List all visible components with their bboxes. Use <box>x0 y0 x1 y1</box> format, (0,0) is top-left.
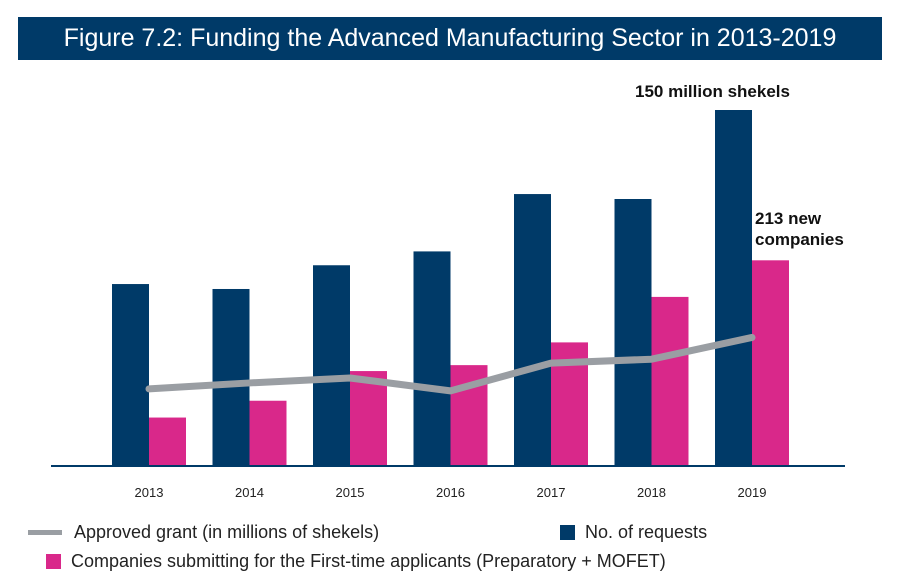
annotation-grant-2019: 150 million shekels <box>635 82 790 101</box>
x-tick-label-2013: 2013 <box>135 485 164 500</box>
bar-companies-2014 <box>249 400 287 466</box>
bar-companies-2019 <box>752 260 789 466</box>
legend-label-grant: Approved grant (in millions of shekels) <box>74 522 380 542</box>
legend-label-requests: No. of requests <box>585 522 708 542</box>
bar-companies-2013 <box>149 417 186 466</box>
legend-item-requests: No. of requests <box>560 522 707 543</box>
legend-swatch-grant <box>28 530 62 535</box>
bar-requests-2019 <box>715 110 752 466</box>
bar-companies-2018 <box>651 296 689 466</box>
line-point-grant-2018 <box>651 358 652 360</box>
legend-row-1: Approved grant (in millions of shekels) … <box>28 522 707 543</box>
legend-swatch-requests <box>560 525 575 540</box>
bar-requests-2018 <box>614 199 652 466</box>
bar-requests-2015 <box>313 265 350 466</box>
x-tick-labels: 2013 2014 2015 2016 2017 2018 2019 <box>135 485 767 500</box>
legend-item-grant: Approved grant (in millions of shekels) <box>28 522 560 543</box>
chart-title-bar: Figure 7.2: Funding the Advanced Manufac… <box>18 17 882 60</box>
bars-layer <box>112 110 789 467</box>
bar-requests-2016 <box>413 251 451 466</box>
bar-companies-2015 <box>350 371 387 466</box>
line-point-grant-2015 <box>349 377 351 379</box>
legend-item-companies: Companies submitting for the First-time … <box>46 551 666 572</box>
line-point-grant-2014 <box>249 382 250 384</box>
line-point-grant-2019 <box>751 336 753 338</box>
chart-title: Figure 7.2: Funding the Advanced Manufac… <box>63 24 837 52</box>
x-tick-label-2016: 2016 <box>436 485 465 500</box>
legend-swatch-companies <box>46 554 61 569</box>
legend-label-companies: Companies submitting for the First-time … <box>71 551 666 571</box>
x-tick-label-2019: 2019 <box>738 485 767 500</box>
x-tick-label-2017: 2017 <box>537 485 566 500</box>
annotation-companies-2019-line2: companies <box>755 230 844 249</box>
line-layer <box>145 333 756 395</box>
x-tick-label-2018: 2018 <box>637 485 666 500</box>
annotation-companies-2019-line1: 213 new <box>755 209 822 228</box>
x-tick-label-2014: 2014 <box>235 485 264 500</box>
line-point-grant-2017 <box>550 362 552 364</box>
line-point-grant-2013 <box>148 388 150 390</box>
line-point-grant-2016 <box>450 390 451 392</box>
x-tick-label-2015: 2015 <box>336 485 365 500</box>
bar-requests-2013 <box>112 284 149 466</box>
bar-requests-2014 <box>212 288 250 466</box>
bar-requests-2017 <box>514 194 551 467</box>
legend-row-2: Companies submitting for the First-time … <box>46 551 666 572</box>
